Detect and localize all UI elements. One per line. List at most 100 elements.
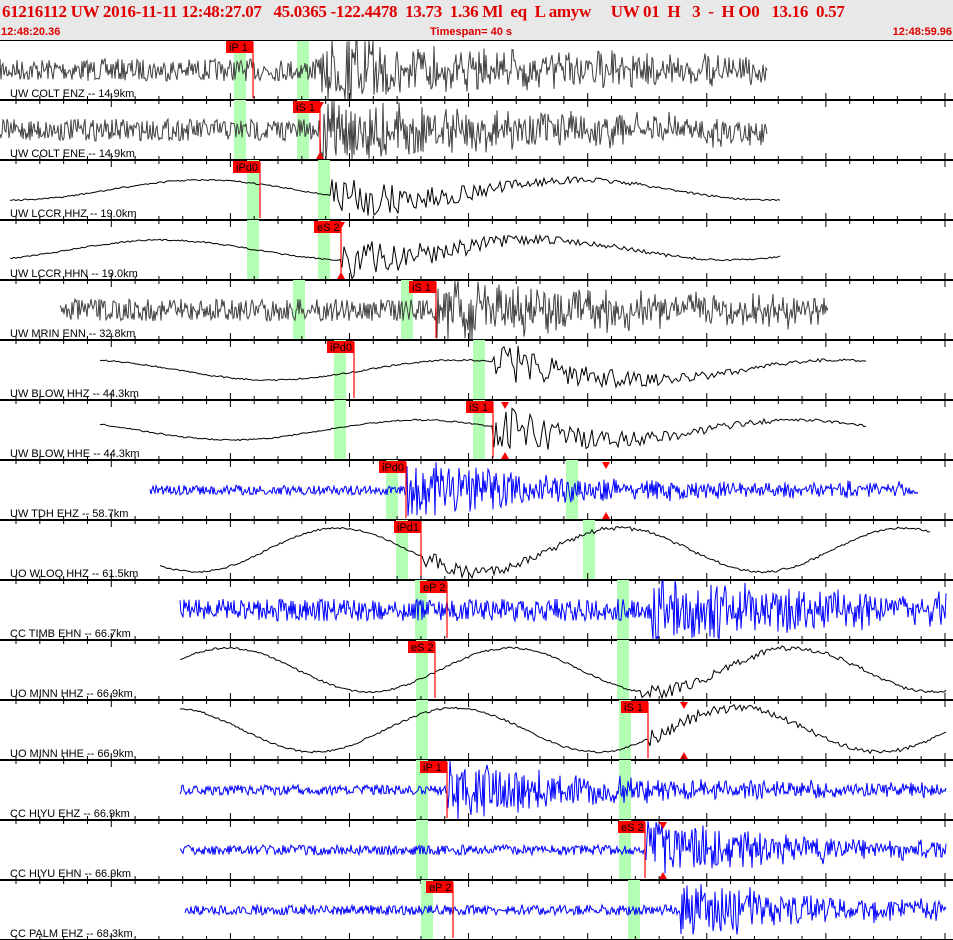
channel-label: UW LCCR HHN -- 19.0km — [10, 268, 138, 280]
channel-row[interactable]: iPd0 UW LCCR HHZ -- 19.0km — [0, 160, 953, 227]
pick-label[interactable]: iS 1 — [296, 102, 315, 114]
pick-flag[interactable] — [327, 341, 354, 353]
amplitude-marker-icon — [659, 872, 667, 879]
amplitude-marker-icon — [680, 752, 688, 759]
channel-label: UO MINN HHZ -- 66.9km — [10, 688, 133, 700]
pick-flag[interactable] — [394, 521, 421, 533]
pick-label[interactable]: iP 1 — [423, 762, 442, 774]
amplitude-marker-icon — [501, 402, 509, 409]
channel-row[interactable]: iS 1 UO MINN HHE -- 66.9km — [0, 700, 953, 767]
time-window-band — [247, 160, 259, 220]
waveform-panel[interactable]: iP 1 UW COLT ENZ -- 14.9km iS 1 UW COLT ENE… — [0, 40, 953, 940]
time-window-band — [416, 760, 428, 820]
amplitude-marker-icon — [602, 462, 610, 469]
amplitude-marker-icon — [602, 512, 610, 519]
time-window-band — [415, 580, 427, 640]
time-window-band — [416, 640, 428, 700]
time-window-band — [297, 100, 309, 160]
channel-row[interactable]: iPd0 UW TDH EHZ -- 58.7km — [0, 460, 953, 527]
pick-label[interactable]: iPd0 — [236, 162, 258, 174]
channel-row[interactable]: eS 2 UO MINN HHZ -- 66.9km — [0, 640, 953, 707]
pick-label[interactable]: eS 2 — [317, 222, 340, 234]
event-summary: 61216112 UW 2016-11-11 12:48:27.07 45.03… — [2, 2, 845, 21]
channel-label: UW COLT ENE -- 14.9km — [10, 148, 135, 160]
channel-row[interactable]: iS 1 UW COLT ENE -- 14.9km — [0, 100, 953, 167]
time-window-band — [334, 340, 346, 400]
pick-label[interactable]: iPd0 — [382, 462, 404, 474]
time-window-band — [416, 700, 428, 760]
time-window-band — [619, 820, 631, 880]
channel-row[interactable]: iP 1 CC HIYU EHZ -- 66.9km — [0, 760, 953, 827]
seismogram-trace — [59, 280, 829, 340]
channel-label: UO MINN HHE -- 66.9km — [10, 748, 133, 760]
pick-label[interactable]: eP 2 — [423, 582, 445, 594]
time-window-band — [473, 400, 485, 460]
pick-label[interactable]: iS 1 — [469, 402, 488, 414]
time-window-band — [318, 220, 330, 280]
pick-flag[interactable] — [233, 161, 260, 173]
seismogram-trace — [179, 820, 947, 874]
channel-row[interactable]: iS 1 UW MRIN ENN -- 32.8km — [0, 280, 953, 347]
end-time: 12:48:59.96 — [892, 26, 952, 38]
channel-label: CC TIMB EHN -- 66.7km — [10, 628, 131, 640]
channel-label: UW BLOW HHE -- 44.3km — [10, 448, 140, 460]
amplitude-marker-icon — [337, 272, 345, 279]
pick-label[interactable]: iPd0 — [330, 342, 352, 354]
time-window-band — [583, 520, 595, 580]
channel-row[interactable]: eP 2 CC PALM EHZ -- 68.3km — [0, 880, 953, 940]
time-window-band — [619, 700, 631, 760]
seismogram-trace — [179, 760, 947, 820]
pick-flag[interactable] — [409, 281, 436, 293]
channel-label: UW BLOW HHZ -- 44.3km — [10, 388, 139, 400]
amplitude-marker-icon — [316, 102, 324, 109]
pick-flag[interactable] — [420, 761, 447, 773]
channel-row[interactable]: iPd0 UW BLOW HHZ -- 44.3km — [0, 340, 953, 407]
channel-label: UW LCCR HHZ -- 19.0km — [10, 208, 137, 220]
channel-row[interactable]: eP 2 CC TIMB EHN -- 66.7km — [0, 580, 953, 647]
pick-flag[interactable] — [426, 881, 453, 893]
pick-flag[interactable] — [408, 641, 435, 653]
pick-label[interactable]: iS 1 — [624, 702, 643, 714]
pick-label[interactable]: eS 2 — [621, 822, 644, 834]
time-window-band — [617, 640, 629, 700]
seismogram-trace — [0, 100, 768, 160]
amplitude-marker-icon — [316, 152, 324, 159]
pick-label[interactable]: eS 2 — [411, 642, 434, 654]
pick-label[interactable]: iS 1 — [412, 282, 431, 294]
seismogram-trace — [0, 40, 768, 100]
seismogram-trace — [179, 703, 947, 755]
pick-flag[interactable] — [466, 401, 493, 413]
time-window-band — [318, 160, 330, 220]
pick-flag[interactable] — [621, 701, 648, 713]
channel-label: UW COLT ENZ -- 14.9km — [10, 88, 134, 100]
amplitude-marker-icon — [659, 822, 667, 829]
seismogram-trace — [184, 884, 947, 935]
seismogram-trace — [99, 407, 867, 450]
seismogram-trace — [9, 175, 781, 216]
pick-label[interactable]: iP 1 — [229, 42, 248, 54]
seismogram-trace — [159, 526, 931, 580]
channel-row[interactable]: iS 1 UW BLOW HHE -- 44.3km — [0, 400, 953, 467]
pick-flag[interactable] — [618, 821, 645, 833]
pick-flag[interactable] — [293, 101, 320, 113]
channel-row[interactable]: eS 2 CC HIYU EHN -- 66.9km — [0, 820, 953, 887]
seismogram-trace — [149, 462, 919, 516]
channel-row[interactable]: iPd1 UO WLOQ HHZ -- 61.5km — [0, 520, 953, 587]
pick-flag[interactable] — [379, 461, 406, 473]
amplitude-marker-icon — [501, 452, 509, 459]
channel-row[interactable]: iP 1 UW COLT ENZ -- 14.9km — [0, 40, 953, 107]
pick-label[interactable]: eP 2 — [429, 882, 451, 894]
pick-flag[interactable] — [314, 221, 341, 233]
time-window-band — [617, 580, 629, 640]
amplitude-marker-icon — [680, 702, 688, 709]
pick-flag[interactable] — [420, 581, 447, 593]
pick-label[interactable]: iPd1 — [397, 522, 419, 534]
channel-label: UW MRIN ENN -- 32.8km — [10, 328, 135, 340]
channel-label: UO WLOQ HHZ -- 61.5km — [10, 568, 138, 580]
time-window-band — [334, 400, 346, 460]
channel-label: CC HIYU EHN -- 66.9km — [10, 868, 131, 880]
channel-row[interactable]: eS 2 UW LCCR HHN -- 19.0km — [0, 220, 953, 287]
pick-flag[interactable] — [226, 41, 253, 53]
seismogram-trace — [9, 233, 781, 281]
seismogram-trace — [179, 645, 947, 700]
